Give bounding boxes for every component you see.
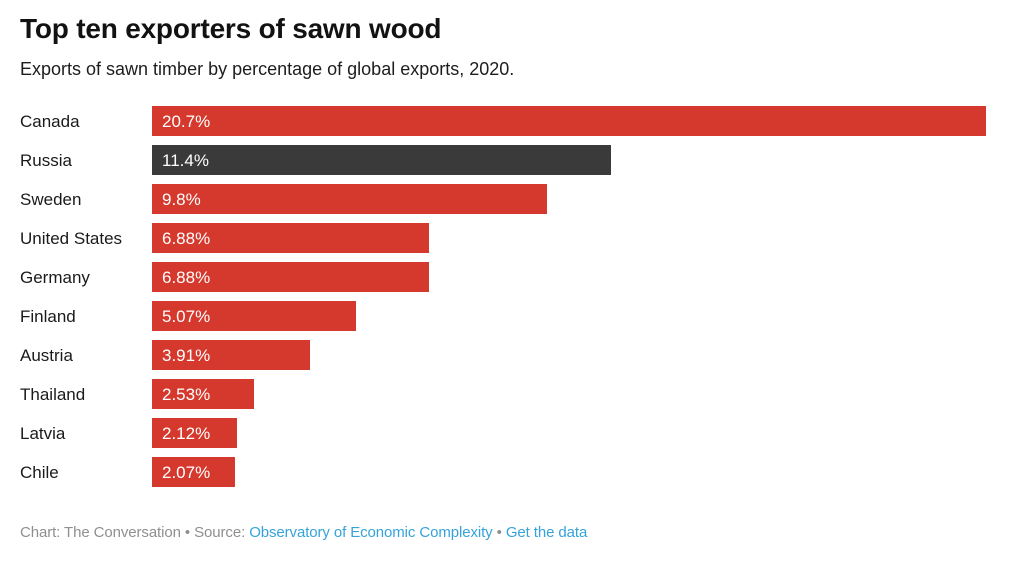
footer-separator-1: • — [180, 524, 195, 542]
bar: 6.88% — [152, 223, 430, 254]
footer-source-label: Source: — [194, 524, 250, 542]
bar-row-label: Latvia — [20, 423, 66, 443]
footer-credit: Chart: The Conversation • Source: Observ… — [20, 524, 1004, 542]
bar: 2.53% — [152, 379, 254, 410]
table-row: Russia 11.4% — [20, 145, 1004, 176]
bars-area: 2.53% — [152, 379, 986, 410]
bar-value-label: 6.88% — [162, 228, 211, 248]
chart-title: Top ten exporters of sawn wood — [20, 13, 442, 44]
bars-area: 6.88% — [152, 262, 986, 293]
chart-card: Top ten exporters of sawn wood Exports o… — [0, 12, 1024, 542]
bar-value-label: 2.07% — [162, 462, 211, 482]
bar-row-label: Russia — [20, 150, 72, 170]
footer-separator-2: • — [492, 524, 506, 542]
table-row: United States 6.88% — [20, 223, 1004, 254]
bars-area: 5.07% — [152, 301, 986, 332]
table-row: Canada 20.7% — [20, 106, 1004, 137]
bars-area: 6.88% — [152, 223, 986, 254]
bar: 11.4% — [152, 145, 612, 176]
bar-row-label: Finland — [20, 306, 76, 326]
table-row: Sweden 9.8% — [20, 184, 1004, 215]
bar-value-label: 2.53% — [162, 384, 211, 404]
bar: 2.07% — [152, 457, 236, 488]
bar-value-label: 9.8% — [162, 189, 201, 209]
table-row: Chile 2.07% — [20, 457, 1004, 488]
bar-value-label: 20.7% — [162, 111, 211, 131]
table-row: Germany 6.88% — [20, 262, 1004, 293]
bar: 9.8% — [152, 184, 547, 215]
bar-rows: Canada 20.7% Russia 11.4% Sweden 9.8% Un… — [20, 106, 1004, 488]
bars-area: 3.91% — [152, 340, 986, 371]
bar-row-label: Sweden — [20, 189, 82, 209]
bars-area: 2.07% — [152, 457, 986, 488]
footer-chart-credit: Chart: The Conversation — [20, 524, 181, 542]
bars-area: 20.7% — [152, 106, 986, 137]
chart-subtitle: Exports of sawn timber by percentage of … — [20, 58, 515, 79]
bar: 2.12% — [152, 418, 238, 449]
table-row: Latvia 2.12% — [20, 418, 1004, 449]
bar-value-label: 5.07% — [162, 306, 211, 326]
bar-row-label: Germany — [20, 267, 90, 287]
table-row: Austria 3.91% — [20, 340, 1004, 371]
bar-row-label: Canada — [20, 111, 80, 131]
bar-value-label: 3.91% — [162, 345, 211, 365]
bars-area: 11.4% — [152, 145, 986, 176]
bar-value-label: 6.88% — [162, 267, 211, 287]
bar-value-label: 11.4% — [162, 150, 209, 170]
bars-area: 2.12% — [152, 418, 986, 449]
table-row: Thailand 2.53% — [20, 379, 1004, 410]
bar: 5.07% — [152, 301, 357, 332]
bar-chart: Canada 20.7% Russia 11.4% Sweden 9.8% Un… — [20, 106, 1004, 488]
source-link[interactable]: Observatory of Economic Complexity — [249, 524, 493, 542]
bar: 6.88% — [152, 262, 430, 293]
bar: 3.91% — [152, 340, 310, 371]
bar-row-label: Chile — [20, 462, 59, 482]
bars-area: 9.8% — [152, 184, 986, 215]
bar-row-label: Austria — [20, 345, 73, 365]
bar-row-label: United States — [20, 228, 123, 248]
bar: 20.7% — [152, 106, 986, 137]
bar-row-label: Thailand — [20, 384, 86, 404]
table-row: Finland 5.07% — [20, 301, 1004, 332]
get-the-data-link[interactable]: Get the data — [505, 524, 588, 542]
bar-value-label: 2.12% — [162, 423, 211, 443]
